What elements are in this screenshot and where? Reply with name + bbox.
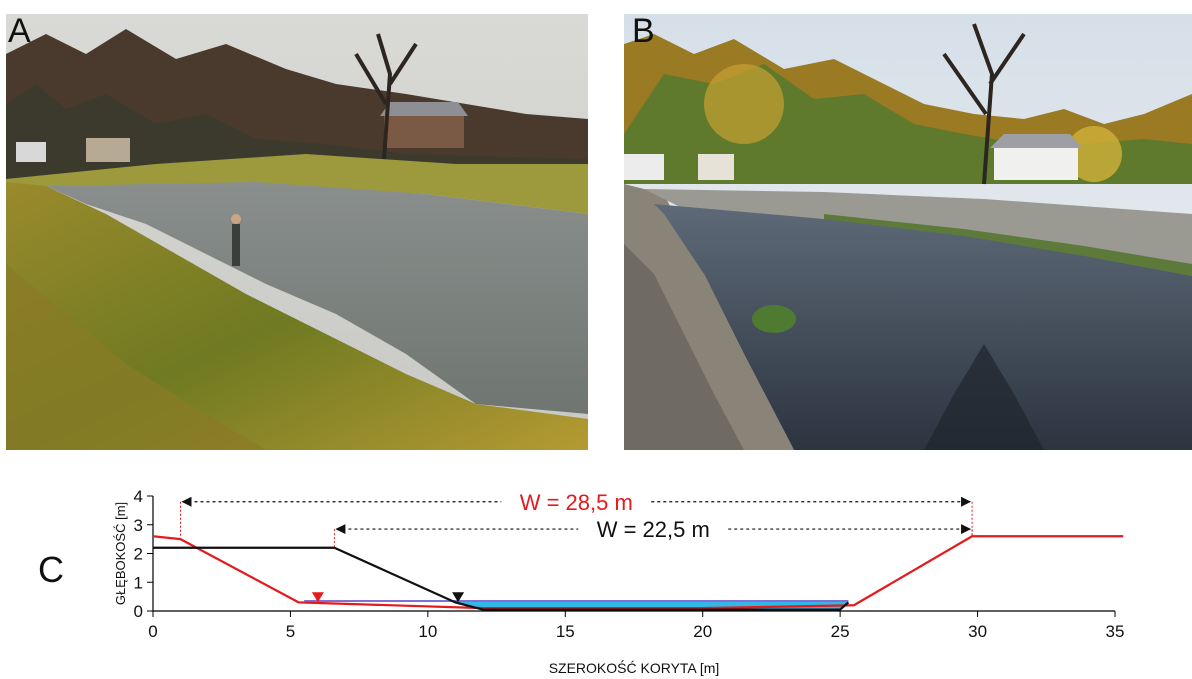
- x-tick-label: 35: [1106, 622, 1125, 641]
- river-bank-photo-icon: [6, 14, 588, 450]
- series-line-1: [152, 535, 1124, 610]
- water-level-marker: [452, 592, 465, 603]
- x-tick-label: 0: [148, 622, 157, 641]
- width-annotation-label: W = 22,5 m: [597, 517, 710, 542]
- y-tick-label: 0: [134, 602, 143, 621]
- water-level-markers: [311, 592, 465, 603]
- panel-label-c: C: [38, 549, 64, 590]
- width-annotation-label: W = 28,5 m: [520, 490, 633, 515]
- x-tick-label: 25: [831, 622, 850, 641]
- axes: [152, 496, 1115, 612]
- x-tick-label: 15: [556, 622, 575, 641]
- cross-section-chart: 0 5 10 15 20 25 30 35 0 1 2 3 4 W = 28,5 mW = 22,5 m…: [113, 487, 1125, 676]
- ticks: 0 5 10 15 20 25 30 35 0 1 2 3 4: [134, 487, 1125, 641]
- x-tick-label: 10: [418, 622, 437, 641]
- x-axis-label: SZEROKOŚĆ KORYTA [m]: [549, 659, 720, 676]
- y-tick-label: 1: [134, 573, 143, 592]
- y-axis-label: GŁĘBOKOŚĆ [m]: [113, 502, 128, 605]
- x-tick-label: 20: [693, 622, 712, 641]
- width-annotations: W = 28,5 mW = 22,5 m: [179, 490, 973, 548]
- y-tick-label: 4: [134, 487, 143, 506]
- y-tick-label: 3: [134, 516, 143, 535]
- series: [152, 535, 1124, 611]
- x-tick-label: 5: [286, 622, 295, 641]
- panel-label-b: B: [632, 12, 655, 50]
- series-line-2: [153, 546, 850, 611]
- water-level-marker: [311, 592, 324, 603]
- photo-a: [6, 14, 588, 450]
- x-tick-label: 30: [968, 622, 987, 641]
- panel-label-a: A: [8, 12, 31, 50]
- photo-b: [624, 14, 1192, 450]
- y-tick-label: 2: [134, 545, 143, 564]
- river-channel-photo-icon: [624, 14, 1192, 450]
